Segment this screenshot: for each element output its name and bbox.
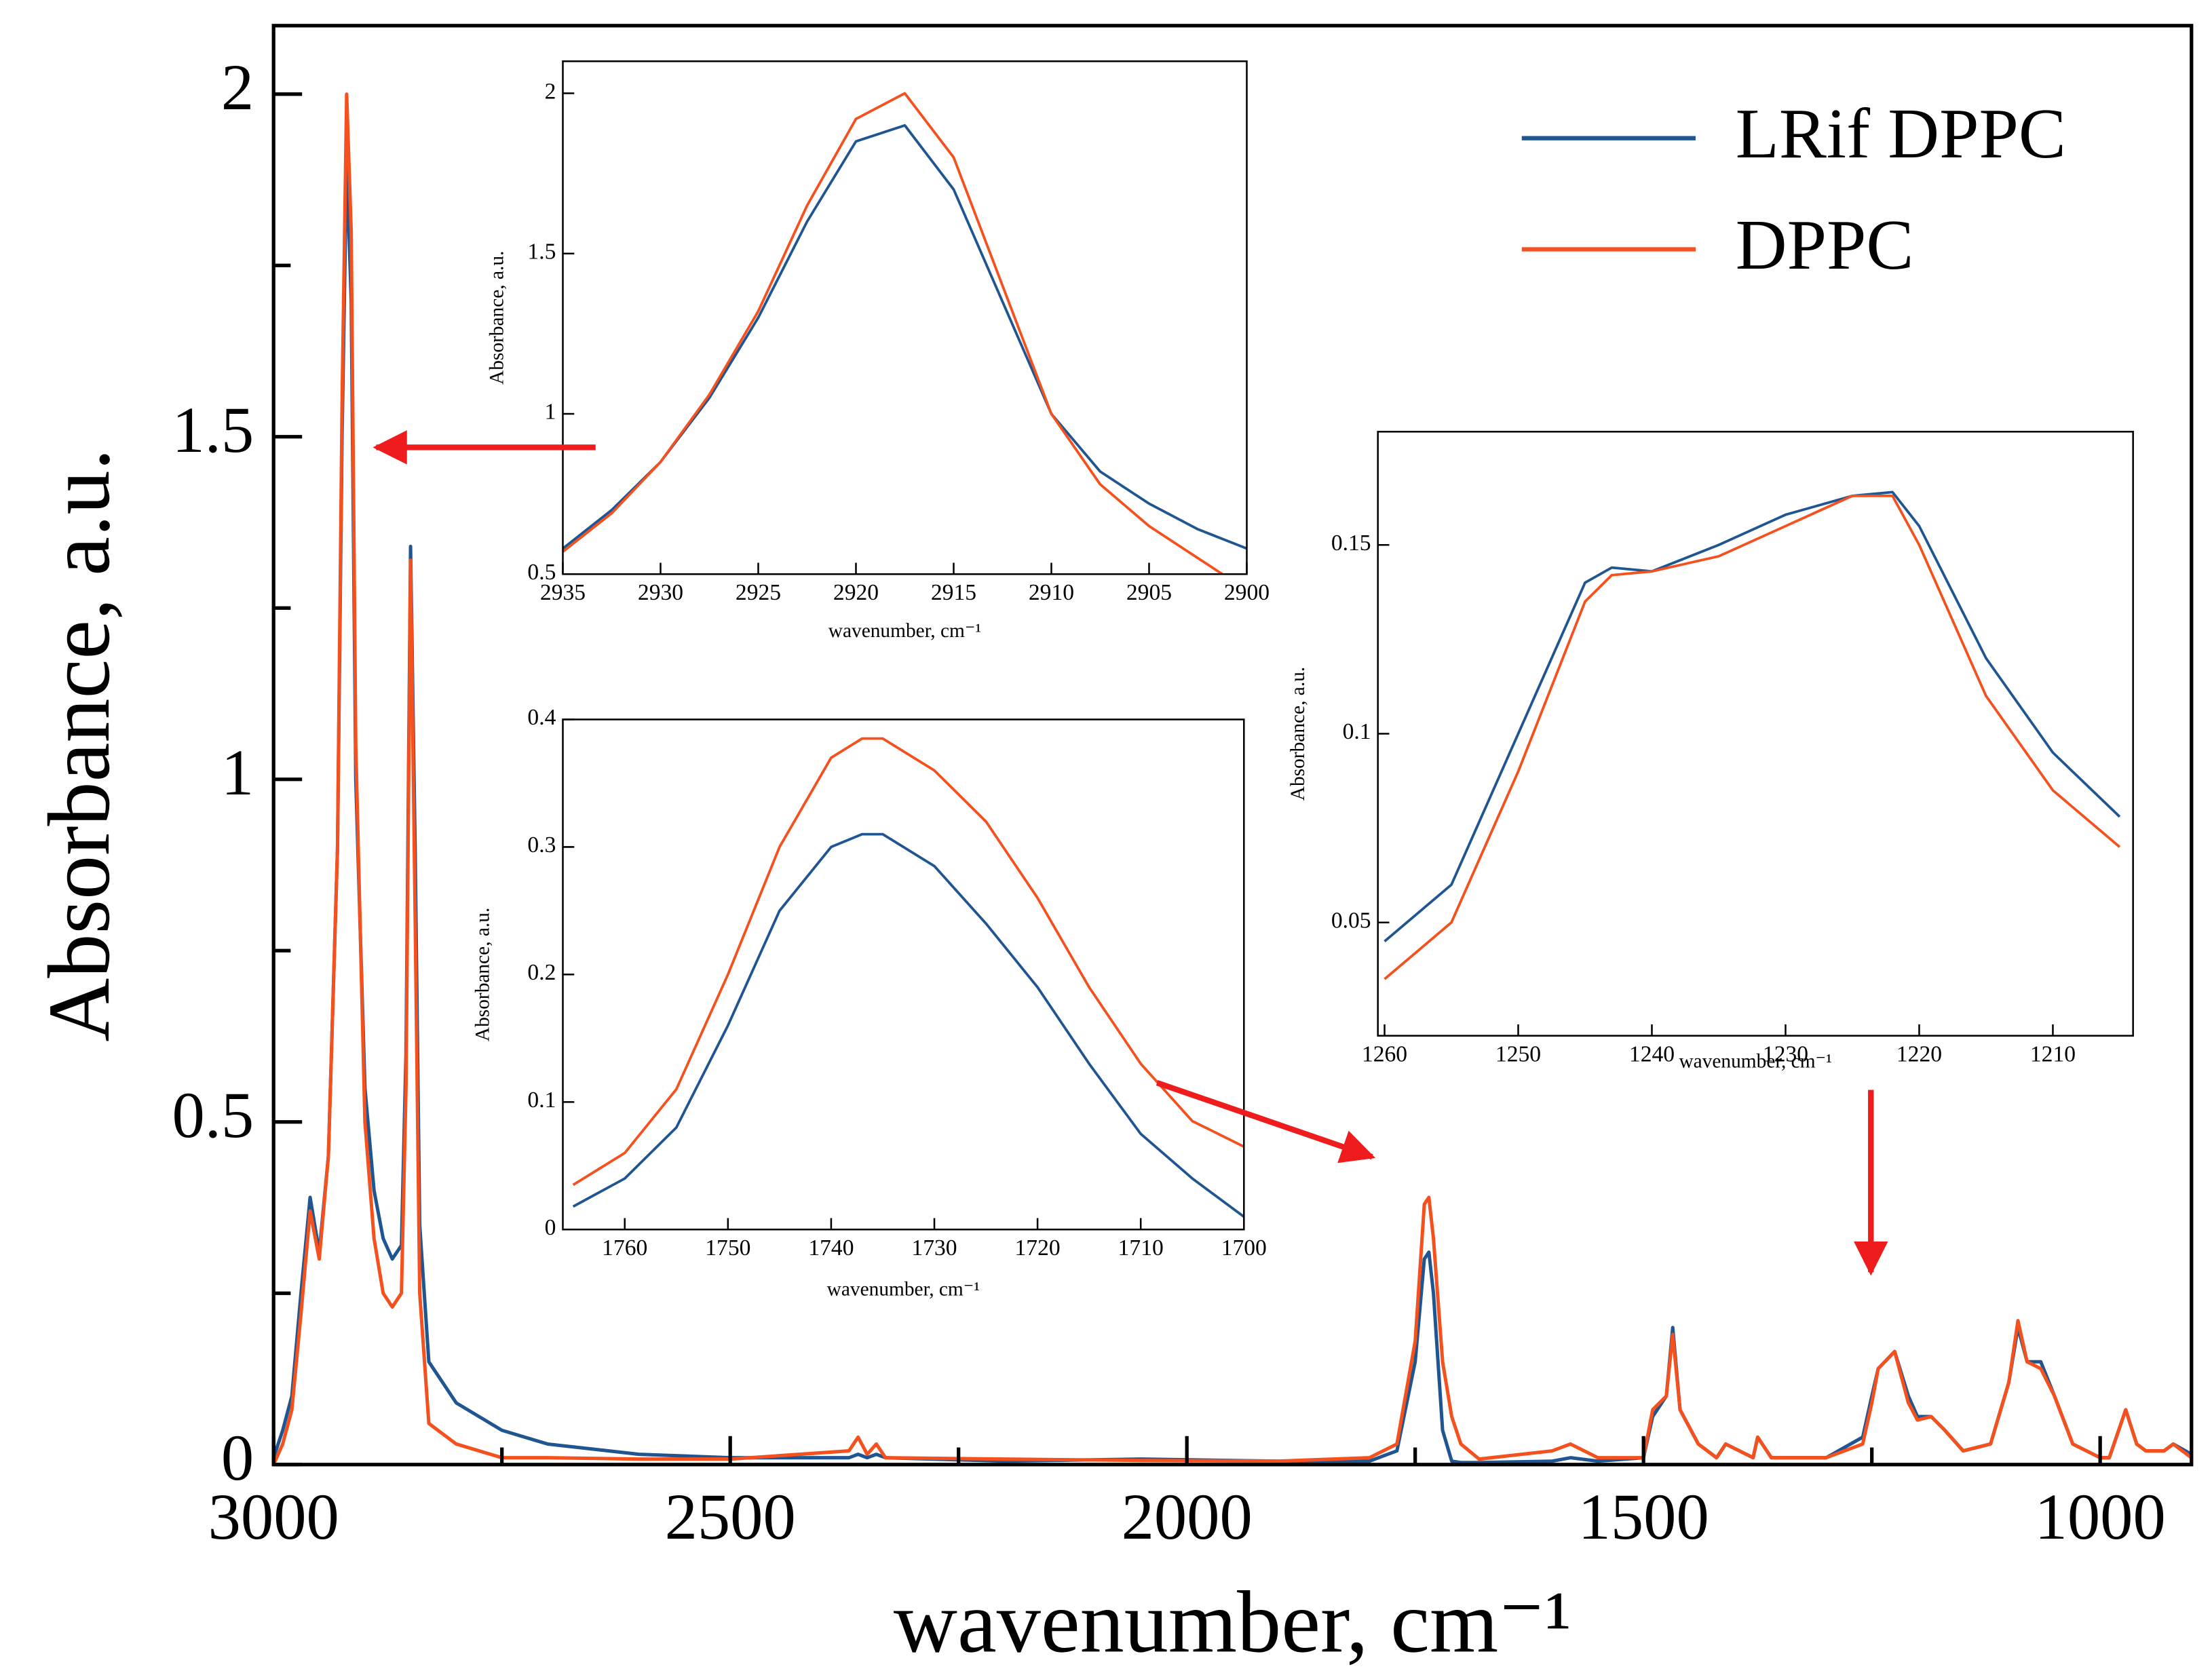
y-tick-label: 0.5: [172, 1079, 254, 1151]
y-tick-label: 0.1: [527, 1088, 556, 1113]
x-tick-label: 2915: [931, 580, 976, 605]
x-tick-label: 2935: [540, 580, 586, 605]
y-axis-label: Absorbance, a.u.: [31, 448, 128, 1042]
x-tick-label: 1210: [2030, 1042, 2076, 1067]
y-tick-label: 0.15: [1331, 531, 1371, 556]
x-tick-label: 3000: [208, 1480, 339, 1553]
y-tick-label: 0: [545, 1215, 556, 1240]
x-tick-label: 1220: [1896, 1042, 1942, 1067]
series-line: [572, 737, 1244, 1187]
series-line: [273, 92, 2192, 1465]
series-line: [1384, 495, 2121, 980]
y-tick-label: 2: [545, 79, 556, 104]
y-tick-label: 0: [221, 1421, 254, 1494]
plot-frame: [562, 60, 1248, 575]
y-tick-label: 0.4: [527, 705, 556, 730]
x-tick-label: 2500: [665, 1480, 796, 1553]
y-axis-label: Absorbance, a.u.: [1287, 667, 1309, 801]
x-tick-label: 2000: [1122, 1480, 1253, 1553]
x-tick-label: 2900: [1224, 580, 1270, 605]
x-tick-label: 1720: [1015, 1235, 1061, 1261]
x-tick-label: 2925: [736, 580, 781, 605]
y-tick-label: 0.2: [527, 960, 556, 985]
x-tick-label: 1260: [1362, 1042, 1407, 1067]
inset-chart: 2935 2930 2925 2920 2915 2910 2905 2900 0.5 1 1.5 2…: [487, 60, 1270, 642]
x-tick-label: 1700: [1221, 1235, 1267, 1261]
x-tick-label: 1500: [1578, 1480, 1709, 1553]
x-axis-label: wavenumber, cm⁻¹: [828, 620, 981, 642]
x-tick-label: 2905: [1126, 580, 1172, 605]
x-tick-label: 1730: [911, 1235, 957, 1261]
y-tick-label: 0.5: [527, 560, 556, 585]
plot-area: [1377, 431, 2133, 1036]
y-tick-label: 1.5: [172, 393, 254, 466]
x-tick-label: 2910: [1029, 580, 1074, 605]
x-axis-label: wavenumber, cm⁻¹: [1679, 1050, 1831, 1072]
arrow: [1156, 1080, 1376, 1164]
series-line: [562, 92, 1225, 575]
x-tick-label: 1750: [705, 1235, 750, 1261]
y-tick-label: 1: [545, 400, 556, 425]
series-line: [572, 832, 1244, 1218]
y-tick-label: 1: [221, 736, 254, 809]
x-tick-label: 1240: [1629, 1042, 1675, 1067]
y-axis-label: Absorbance, a.u.: [472, 908, 494, 1041]
x-tick-label: 1250: [1495, 1042, 1541, 1067]
series-line: [1384, 491, 2121, 942]
x-tick-label: 1710: [1118, 1235, 1164, 1261]
x-tick-label: 1740: [808, 1235, 854, 1261]
legend-label: LRif DPPC: [1736, 94, 2066, 173]
x-axis-label: wavenumber, cm⁻¹: [894, 1573, 1571, 1671]
inset-chart: 1260 1250 1240 1230 1220 1210 0.05 0.1 0.15 waven…: [1287, 431, 2134, 1072]
y-tick-label: 0.1: [1343, 719, 1371, 744]
x-tick-label: 1760: [602, 1235, 647, 1261]
x-tick-label: 2920: [833, 580, 879, 605]
x-tick-label: 1000: [2035, 1480, 2166, 1553]
y-axis-label: Absorbance, a.u.: [487, 251, 508, 385]
x-tick-label: 2930: [638, 580, 683, 605]
y-tick-label: 0.05: [1331, 908, 1371, 933]
plot-area: [562, 719, 1244, 1230]
legend-label: DPPC: [1736, 205, 1914, 284]
plot-area: [562, 61, 1247, 575]
arrows: [373, 430, 1888, 1276]
x-tick-label: 1230: [1763, 1042, 1808, 1067]
x-axis-label: wavenumber, cm⁻¹: [827, 1278, 980, 1300]
plot-frame: [271, 24, 2194, 1467]
inset-chart: 1760 1750 1740 1730 1720 1710 1700 0 0.1 0.2 0.3 0.…: [472, 705, 1267, 1300]
y-tick-label: 0.3: [527, 832, 556, 858]
y-tick-label: 1.5: [527, 239, 556, 264]
y-tick-label: 2: [221, 51, 254, 123]
